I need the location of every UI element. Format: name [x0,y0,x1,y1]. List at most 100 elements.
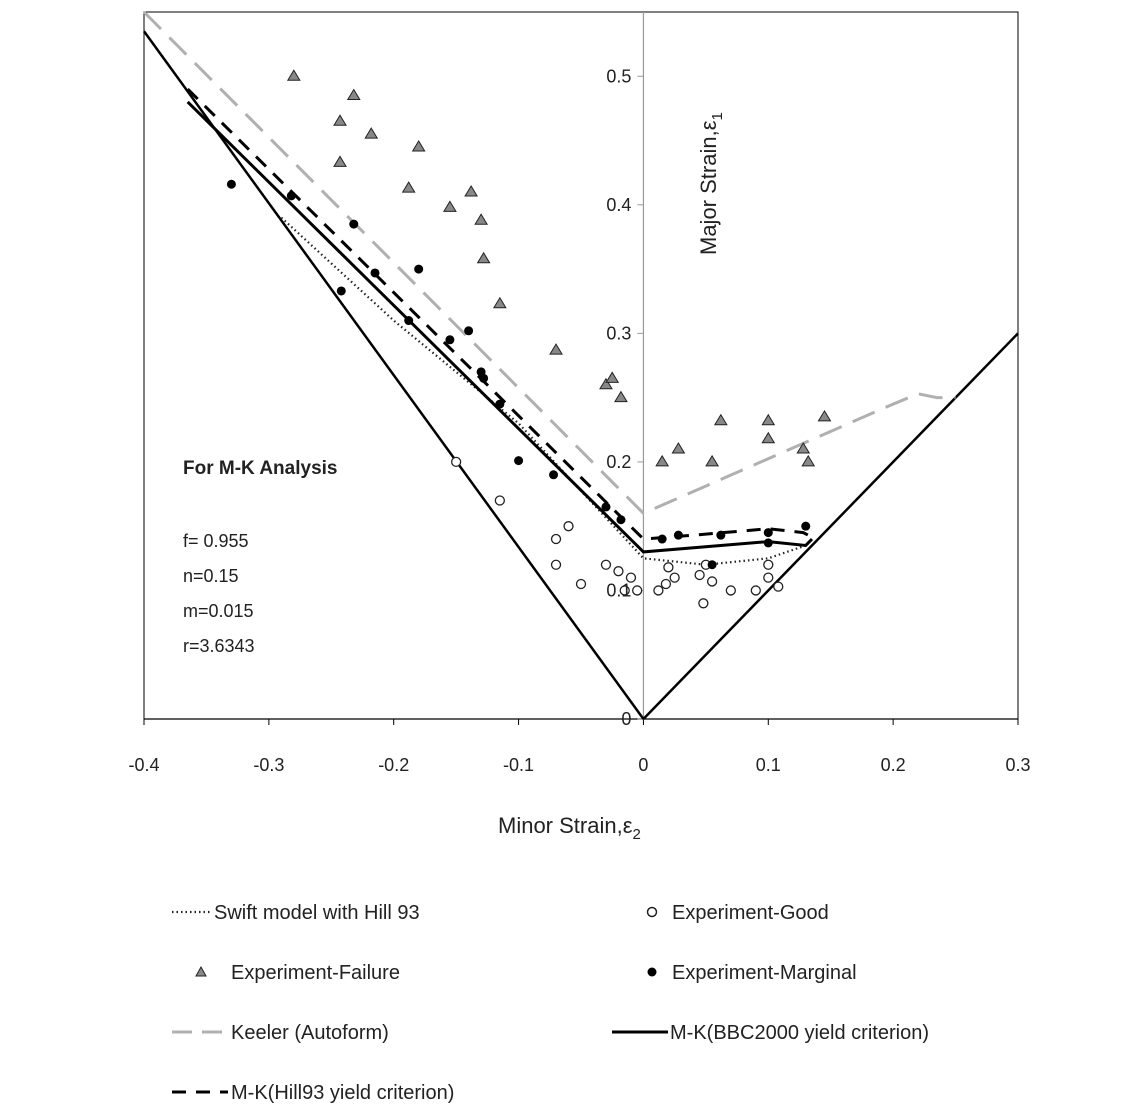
boundary-lines [142,30,1019,720]
data-point-marginal [601,502,611,512]
data-point-failure [817,409,832,422]
data-point-marginal [286,191,296,201]
data-point-failure [761,431,776,444]
data-point-failure [713,413,728,426]
data-point-good [494,495,505,506]
legend-label: Experiment-Good [672,902,829,924]
data-point-failure [655,454,670,467]
x-tick-label: -0.2 [378,755,409,775]
plot-border [143,11,1019,720]
data-point-failure [333,155,347,167]
data-point-good [706,576,718,587]
x-axis-title: Minor Strain,ε2 [498,813,641,843]
data-point-marginal [514,456,524,466]
data-point-failure [599,377,613,390]
data-point-failure [476,251,491,264]
data-point-failure [286,69,301,81]
y-tick-label: 0.2 [606,452,631,472]
data-point-failure [671,442,686,454]
annotation-param: m=0.015 [183,601,254,621]
annotation-param: n=0.15 [183,566,239,586]
legend: Swift model with Hill 93 Experiment-Good… [172,902,929,1104]
data-point-good [763,559,774,570]
y-tick-label: 0.5 [606,66,631,86]
data-point-good [550,559,562,570]
data-point-good [660,578,672,590]
data-point-marginal [763,538,773,548]
data-point-failure [614,390,628,403]
data-point-marginal [370,268,380,278]
plot-area [143,11,1019,720]
data-point-failure [364,127,379,139]
data-point-marginal [716,530,726,540]
annotation-box: For M-K Analysis f= 0.955 n=0.15 m=0.015… [183,458,338,656]
data-point-failure [346,88,361,101]
data-point-good [669,572,680,583]
data-point-marginal [404,316,414,326]
y-tick-label: 0 [621,709,631,729]
series-lines [142,10,956,566]
data-point-failure [411,140,426,152]
data-point-failure [443,200,457,212]
legend-swatch-marker [647,967,657,977]
data-point-good [698,598,709,609]
data-point-marginal [657,534,667,544]
y-tick-label: 0.1 [606,580,631,600]
data-point-good [575,578,587,590]
legend-item: Experiment-Marginal [647,962,857,984]
y-tick-label: 0.4 [606,195,631,215]
series-line [280,216,807,566]
data-point-good [773,581,784,592]
data-point-good [694,569,705,581]
data-point-marginal [445,335,455,345]
data-point-marginal [549,470,559,480]
data-point-good [663,562,674,573]
data-point-marginal [414,264,424,274]
data-point-good [613,566,624,577]
axes [143,12,1019,725]
legend-item: Experiment-Failure [195,962,400,984]
data-point-marginal [226,179,236,189]
data-point-good [632,585,643,596]
boundary-line [142,30,645,720]
legend-swatch-marker [646,906,658,918]
data-point-marginal [479,373,489,383]
x-tick-label: 0.2 [881,755,906,775]
data-point-good [619,585,630,596]
annotation-param: f= 0.955 [183,531,249,551]
data-point-failure [492,296,507,309]
data-point-good [550,533,562,545]
annotation-param: r=3.6343 [183,636,255,656]
data-point-failure [801,454,816,467]
y-tick-label: 0.3 [606,323,631,343]
data-point-marginal [801,521,811,531]
legend-swatch-marker [195,965,207,977]
data-point-marginal [495,399,505,409]
series-markers [226,69,832,609]
data-point-marginal [336,286,346,296]
data-point-good [725,585,736,596]
data-point-failure [474,213,488,225]
data-point-good [653,585,664,596]
x-tick-label: -0.3 [253,755,284,775]
legend-item: M-K(BBC2000 yield criterion) [612,1022,929,1044]
x-tick-label: 0.3 [1005,755,1030,775]
legend-label: Keeler (Autoform) [231,1022,389,1044]
data-point-failure [705,454,719,467]
data-point-failure [761,413,776,426]
x-tick-label: -0.1 [503,755,534,775]
legend-label: Experiment-Marginal [672,962,857,984]
x-tick-label: 0.1 [756,755,781,775]
data-point-marginal [673,530,683,540]
data-point-failure [796,442,811,454]
annotation-title: For M-K Analysis [183,458,338,479]
data-point-marginal [763,528,773,538]
series-line [186,88,817,541]
data-point-marginal [707,560,717,570]
data-point-marginal [616,515,626,525]
legend-label: M-K(Hill93 yield criterion) [231,1082,454,1104]
data-point-good [750,585,761,596]
legend-label: M-K(BBC2000 yield criterion) [670,1022,929,1044]
data-point-good [625,572,637,583]
